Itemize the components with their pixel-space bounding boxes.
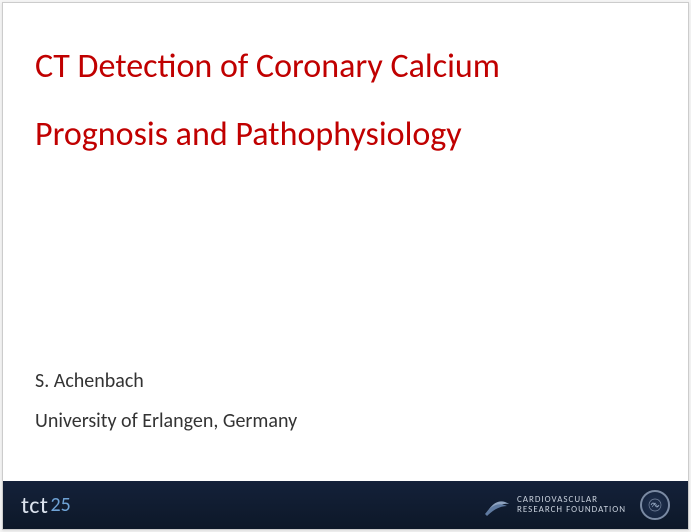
tct-logo-text: tct (21, 491, 48, 520)
crf-block: CARDIOVASCULAR RESEARCH FOUNDATION (483, 492, 626, 518)
author-block: S. Achenbach University of Erlangen, Ger… (35, 361, 656, 441)
crf-text: CARDIOVASCULAR RESEARCH FOUNDATION (517, 495, 626, 516)
footer-bar: tct 25 CARDIOVASCULAR RESEARCH FOUNDATIO… (3, 481, 688, 529)
crf-swoosh-icon (483, 492, 511, 518)
seal-badge-icon (640, 490, 670, 520)
slide-body: CT Detection of Coronary Calcium Prognos… (3, 3, 688, 481)
title-line-2: Prognosis and Pathophysiology (35, 101, 656, 169)
author-name: S. Achenbach (35, 361, 656, 401)
footer-left: tct 25 (21, 491, 71, 520)
footer-right: CARDIOVASCULAR RESEARCH FOUNDATION (483, 490, 670, 520)
slide-container: CT Detection of Coronary Calcium Prognos… (2, 2, 689, 530)
title-line-1: CT Detection of Coronary Calcium (35, 33, 656, 101)
author-affiliation: University of Erlangen, Germany (35, 401, 656, 441)
title-block: CT Detection of Coronary Calcium Prognos… (35, 33, 656, 169)
tct-logo-number: 25 (50, 493, 70, 517)
crf-line-2: RESEARCH FOUNDATION (517, 505, 626, 515)
